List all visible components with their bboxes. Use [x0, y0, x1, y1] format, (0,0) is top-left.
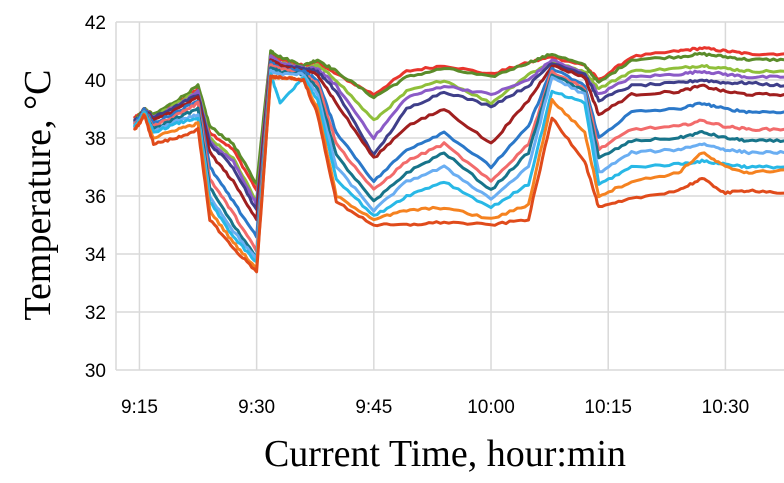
y-tick-label: 40: [85, 71, 106, 92]
y-tick-label: 32: [85, 303, 106, 324]
x-tick-label: 9:45: [355, 397, 392, 418]
series-line-11: [133, 72, 784, 264]
x-tick-label: 9:30: [238, 397, 275, 418]
x-axis-title: Current Time, hour:min: [264, 433, 626, 475]
x-tick-label: 10:00: [467, 397, 515, 418]
series-line-8: [133, 63, 784, 253]
series-line-9: [133, 66, 784, 259]
series-line-4: [133, 54, 784, 207]
x-tick-label: 9:15: [121, 397, 158, 418]
x-tick-label: 10:15: [584, 397, 632, 418]
series-line-3: [133, 54, 784, 203]
series-line-6: [133, 58, 784, 222]
y-tick-label: 30: [85, 361, 106, 382]
y-tick-label: 36: [85, 187, 106, 208]
y-tick-label: 42: [85, 13, 106, 34]
series-line-5: [133, 58, 784, 211]
x-tick-label: 10:30: [702, 397, 750, 418]
series-line-12: [133, 74, 784, 270]
series-lines: [133, 46, 784, 274]
series-line-7: [133, 60, 784, 239]
x-axis-ticks: 9:15 9:30 9:45 10:00 10:15 10:30: [121, 397, 749, 418]
y-tick-label: 38: [85, 129, 106, 150]
y-axis-title: Temperature, °C: [17, 70, 59, 321]
y-tick-label: 34: [85, 245, 107, 266]
y-axis-ticks: 30 32 34 36 38 40 42: [85, 13, 107, 382]
series-line-13: [133, 74, 784, 274]
series-line-2: [133, 49, 784, 186]
